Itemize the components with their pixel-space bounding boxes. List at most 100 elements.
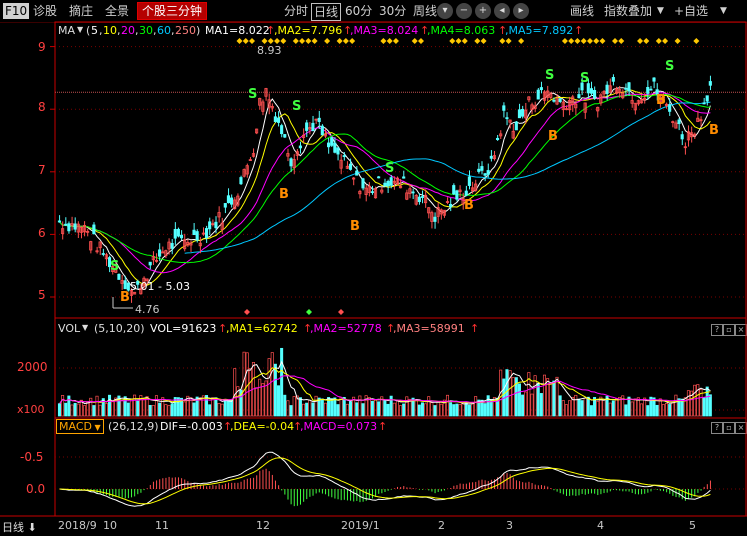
ma-legend-chevron-icon[interactable]: ▼ [77, 25, 84, 34]
volume-bar [104, 403, 108, 417]
macd-axis-label-0: 0.0 [26, 482, 45, 496]
volume-bar [305, 402, 309, 417]
volume-bar [192, 402, 196, 417]
price-axis-label-7: 7 [38, 163, 46, 177]
volume-bar [530, 393, 534, 417]
candle-body [370, 191, 374, 194]
sell-signal: S [545, 68, 554, 83]
volume-bar [395, 400, 399, 417]
candle-body [301, 134, 306, 138]
candle-body [358, 190, 362, 195]
candle-body [655, 89, 659, 95]
candle-body [480, 166, 484, 171]
tab-fenshi[interactable]: 分时 [284, 4, 309, 18]
self-select-button[interactable]: +自选 [674, 4, 709, 18]
signal-diamond [561, 38, 568, 44]
period-selector[interactable]: 日线 ⬇ [2, 519, 37, 535]
candle-body [592, 90, 597, 99]
candle-body [204, 228, 209, 239]
candle-body [486, 170, 490, 175]
ma3-value: ,MA3=8.024 [350, 24, 419, 37]
volume-bar [352, 396, 356, 417]
signal-diamond [455, 38, 462, 44]
volume-bar [389, 395, 393, 417]
candle-body [104, 254, 108, 260]
candle-body [261, 101, 265, 112]
candle-body [79, 226, 83, 233]
signal-diamond [411, 38, 418, 44]
zoom-out-icon[interactable]: − [456, 3, 472, 19]
indicator-button[interactable]: 个股三分钟 [137, 2, 208, 20]
huaxian-button[interactable]: 画线 [570, 4, 595, 18]
overlay-dropdown[interactable]: 指数叠加 [604, 4, 653, 18]
zezhuang-button[interactable]: 摘庄 [69, 4, 94, 18]
ma2-value: ,MA2=7.796 [274, 24, 343, 37]
volume-bar [377, 401, 381, 417]
signal-diamond [599, 38, 606, 44]
scroll-left-icon[interactable]: ◂ [494, 3, 510, 19]
volume-bar [373, 399, 378, 417]
volume-bar [358, 395, 362, 417]
signal-diamond [261, 38, 268, 44]
signal-diamond [249, 38, 256, 44]
timeframe-dropdown-icon[interactable]: ▾ [437, 3, 453, 19]
volume-bar [602, 399, 606, 417]
volume-bar [596, 400, 600, 417]
vol-settings-icon[interactable]: ▫ [723, 324, 735, 336]
candle-body [577, 94, 581, 99]
signal-diamond [480, 38, 487, 44]
candle-body [192, 229, 196, 236]
high-price-annotation: 8.93 [257, 44, 282, 57]
candle-body [542, 91, 547, 101]
tab-60fen[interactable]: 60分 [345, 4, 373, 18]
vol-help-icon[interactable]: ? [711, 324, 723, 336]
volume-bar [630, 401, 634, 417]
vol-legend-name[interactable]: VOL [58, 322, 81, 335]
volume-bar [167, 405, 171, 417]
tab-zhouxian[interactable]: 周线 [413, 4, 438, 18]
candle-body [339, 159, 343, 169]
signal-diamond [274, 38, 281, 44]
candle-body [402, 176, 406, 179]
macd-help-icon[interactable]: ? [711, 422, 723, 434]
volume-bar [289, 405, 293, 417]
volume-bar [95, 395, 99, 417]
zhengu-button[interactable]: 诊股 [33, 4, 58, 18]
candle-body [668, 104, 672, 112]
volume-bar [449, 402, 453, 417]
candle-body [455, 190, 459, 200]
vol-legend-chevron-icon[interactable]: ▼ [82, 323, 89, 332]
macd-settings-icon[interactable]: ▫ [723, 422, 735, 434]
signal-diamond [574, 38, 581, 44]
macd-indicator-select[interactable]: MACD ▼ [56, 419, 104, 434]
ma-legend-name[interactable]: MA [58, 24, 76, 37]
volume-bar [580, 400, 584, 417]
candle-body [420, 196, 425, 198]
zoom-in-icon[interactable]: + [475, 3, 491, 19]
volume-bar [621, 395, 625, 417]
volume-bar [671, 402, 675, 417]
volume-bar [164, 404, 168, 417]
f10-button[interactable]: F10 [3, 3, 30, 19]
candle-body [73, 223, 77, 230]
quanjing-button[interactable]: 全景 [105, 4, 130, 18]
candle-body [686, 131, 690, 141]
volume-bar [320, 398, 324, 417]
volume-bar [577, 398, 581, 417]
candle-body [201, 232, 205, 235]
volume-bar [317, 397, 321, 417]
self-select-chevron-icon[interactable]: ▼ [720, 6, 727, 16]
candle-body [323, 134, 328, 137]
scroll-right-icon[interactable]: ▸ [513, 3, 529, 19]
volume-bar [611, 400, 615, 417]
volume-bar [555, 376, 559, 417]
tab-rixian[interactable]: 日线 [311, 3, 342, 21]
overlay-chevron-icon[interactable]: ▼ [657, 6, 664, 16]
volume-bar [674, 394, 678, 417]
tab-30fen[interactable]: 30分 [379, 4, 407, 18]
candle-body [411, 191, 415, 194]
candle-body [367, 185, 371, 193]
candle-body [270, 106, 274, 109]
candle-body [474, 183, 478, 191]
